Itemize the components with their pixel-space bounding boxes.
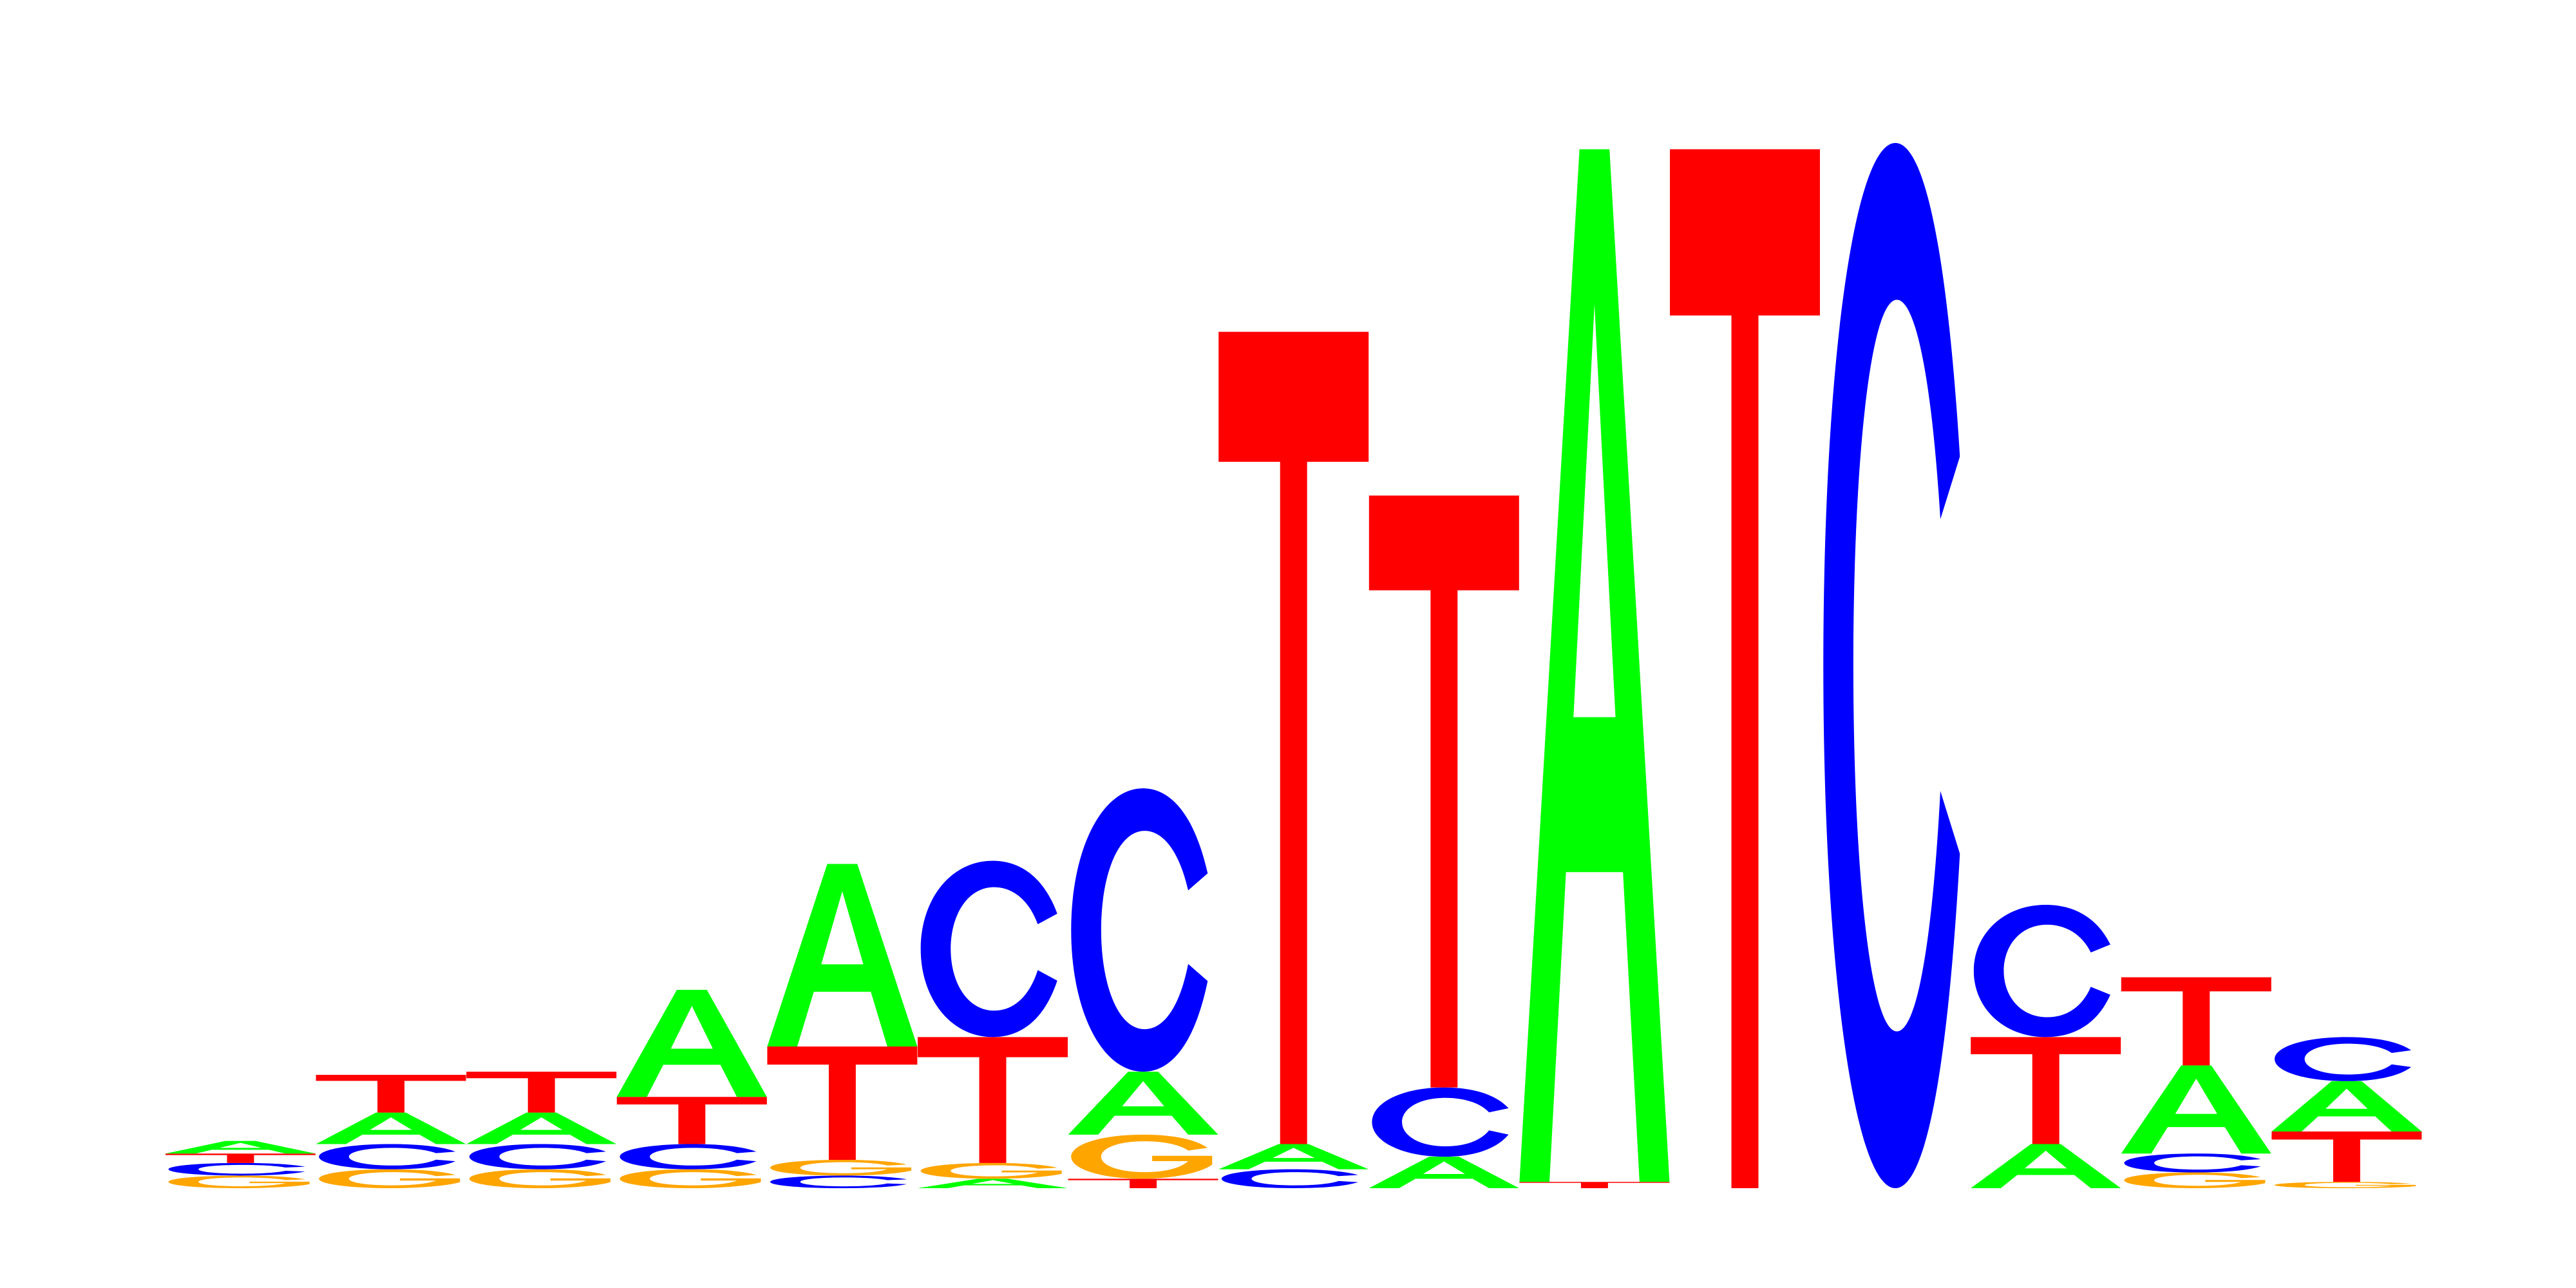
logo-column-8 xyxy=(1218,332,1369,1188)
logo-letter-cytosine-c xyxy=(1221,1169,1358,1188)
logo-letter-thymine-t xyxy=(1519,1182,1670,1188)
logo-letter-cytosine-c xyxy=(620,1144,757,1170)
logo-letter-thymine-t xyxy=(466,1072,617,1113)
logo-letter-cytosine-c xyxy=(2124,1153,2261,1173)
logo-letter-guanine-g xyxy=(920,1162,1062,1179)
logo-letter-thymine-t xyxy=(918,1037,1068,1163)
logo-letter-adenine-a xyxy=(1971,1144,2121,1188)
logo-column-10 xyxy=(1519,149,1670,1188)
logo-letter-thymine-t xyxy=(1218,332,1369,1144)
logo-letter-cytosine-c xyxy=(1823,143,1960,1188)
logo-letter-cytosine-c xyxy=(770,1175,907,1188)
logo-column-14 xyxy=(2121,977,2271,1188)
logo-letter-thymine-t xyxy=(1368,495,1519,1088)
logo-letter-adenine-a xyxy=(1368,1157,1519,1188)
logo-letter-guanine-g xyxy=(2124,1172,2266,1188)
logo-letter-adenine-a xyxy=(767,864,918,1047)
logo-column-3 xyxy=(466,1072,617,1188)
logo-letter-adenine-a xyxy=(2271,1081,2422,1132)
logo-letter-cytosine-c xyxy=(319,1144,456,1170)
logo-letter-adenine-a xyxy=(1068,1072,1218,1135)
logo-letter-guanine-g xyxy=(168,1175,310,1188)
logo-letter-stacks xyxy=(166,143,2422,1188)
logo-letter-thymine-t xyxy=(2271,1132,2422,1182)
logo-letter-cytosine-c xyxy=(2275,1037,2412,1081)
logo-column-6 xyxy=(918,860,1068,1188)
logo-letter-thymine-t xyxy=(1971,1037,2121,1144)
logo-letter-guanine-g xyxy=(319,1169,460,1188)
logo-letter-adenine-a xyxy=(616,990,767,1097)
logo-letter-adenine-a xyxy=(2121,1065,2271,1154)
logo-letter-thymine-t xyxy=(616,1097,767,1144)
logo-column-4 xyxy=(616,990,767,1188)
logo-letter-adenine-a xyxy=(166,1141,316,1154)
logo-letter-cytosine-c xyxy=(1071,788,1208,1072)
logo-letter-guanine-g xyxy=(1071,1134,1213,1179)
logo-letter-thymine-t xyxy=(166,1153,316,1163)
logo-letter-cytosine-c xyxy=(920,860,1057,1037)
logo-column-5 xyxy=(767,864,918,1188)
logo-letter-guanine-g xyxy=(469,1169,611,1188)
logo-column-11 xyxy=(1670,149,1820,1188)
logo-letter-cytosine-c xyxy=(168,1162,305,1176)
logo-column-9 xyxy=(1368,495,1519,1188)
logo-letter-thymine-t xyxy=(1068,1179,1218,1188)
logo-letter-guanine-g xyxy=(2275,1182,2416,1188)
logo-letter-adenine-a xyxy=(316,1112,466,1144)
logo-column-15 xyxy=(2271,1037,2422,1188)
logo-letter-adenine-a xyxy=(1519,149,1670,1182)
logo-letter-adenine-a xyxy=(466,1112,617,1144)
logo-letter-cytosine-c xyxy=(469,1144,606,1170)
logo-letter-cytosine-c xyxy=(1973,905,2110,1037)
logo-column-2 xyxy=(316,1075,466,1188)
logo-column-7 xyxy=(1068,788,1218,1188)
logo-letter-thymine-t xyxy=(1670,149,1820,1188)
logo-letter-cytosine-c xyxy=(1372,1087,1509,1157)
logo-column-13 xyxy=(1971,905,2121,1188)
logo-letter-thymine-t xyxy=(316,1075,466,1113)
logo-column-1 xyxy=(166,1141,316,1188)
logo-letter-guanine-g xyxy=(770,1160,912,1176)
logo-letter-thymine-t xyxy=(767,1046,918,1160)
logo-letter-thymine-t xyxy=(2121,977,2271,1066)
logo-letter-adenine-a xyxy=(1218,1144,1369,1170)
logo-letter-guanine-g xyxy=(620,1169,761,1188)
logo-column-12 xyxy=(1823,143,1960,1188)
logo-letter-adenine-a xyxy=(918,1179,1068,1188)
